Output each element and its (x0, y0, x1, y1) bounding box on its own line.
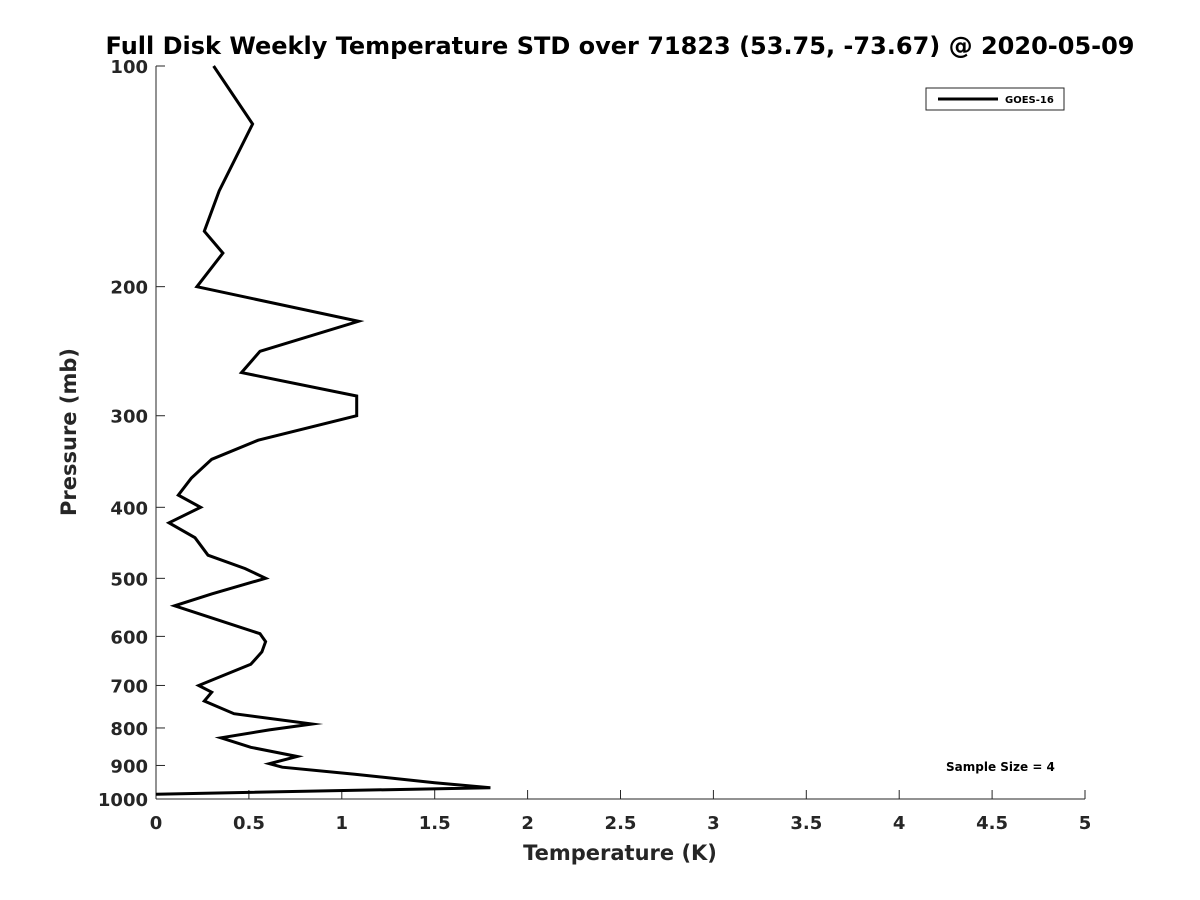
y-tick-label: 900 (110, 756, 148, 777)
y-tick-label: 700 (110, 676, 148, 697)
y-axis-label: Pressure (mb) (57, 348, 81, 516)
x-tick-label: 1 (336, 813, 349, 834)
y-tick-label: 500 (110, 569, 148, 590)
x-ticks: 0 0.5 1 1.5 2 2.5 3 3.5 4 4.5 5 (150, 790, 1092, 834)
series-line-goes-16 (155, 65, 491, 796)
legend: GOES-16 (925, 87, 1065, 111)
y-tick-label: 800 (110, 719, 148, 740)
x-tick-label: 0 (150, 813, 163, 834)
x-tick-label: 1.5 (419, 813, 451, 834)
y-ticks: 100 200 300 400 500 600 700 800 900 1000 (98, 57, 165, 811)
x-tick-label: 3 (707, 813, 720, 834)
y-tick-label: 200 (110, 278, 148, 299)
y-tick-label: 300 (110, 407, 148, 428)
y-tick-label: 400 (110, 498, 148, 519)
y-tick-label: 600 (110, 627, 148, 648)
x-tick-label: 3.5 (790, 813, 822, 834)
x-tick-label: 0.5 (233, 813, 265, 834)
y-tick-label: 100 (110, 57, 148, 78)
x-tick-label: 4 (893, 813, 906, 834)
y-tick-label: 1000 (98, 790, 148, 811)
sample-size-annotation: Sample Size = 4 (946, 760, 1055, 774)
series-layer (155, 65, 491, 796)
x-axis-label: Temperature (K) (523, 841, 717, 865)
x-tick-label: 2.5 (605, 813, 637, 834)
x-tick-label: 4.5 (976, 813, 1008, 834)
legend-label-goes-16: GOES-16 (1005, 95, 1054, 106)
x-tick-label: 2 (521, 813, 534, 834)
x-tick-label: 5 (1079, 813, 1092, 834)
chart-title: Full Disk Weekly Temperature STD over 71… (106, 32, 1135, 60)
